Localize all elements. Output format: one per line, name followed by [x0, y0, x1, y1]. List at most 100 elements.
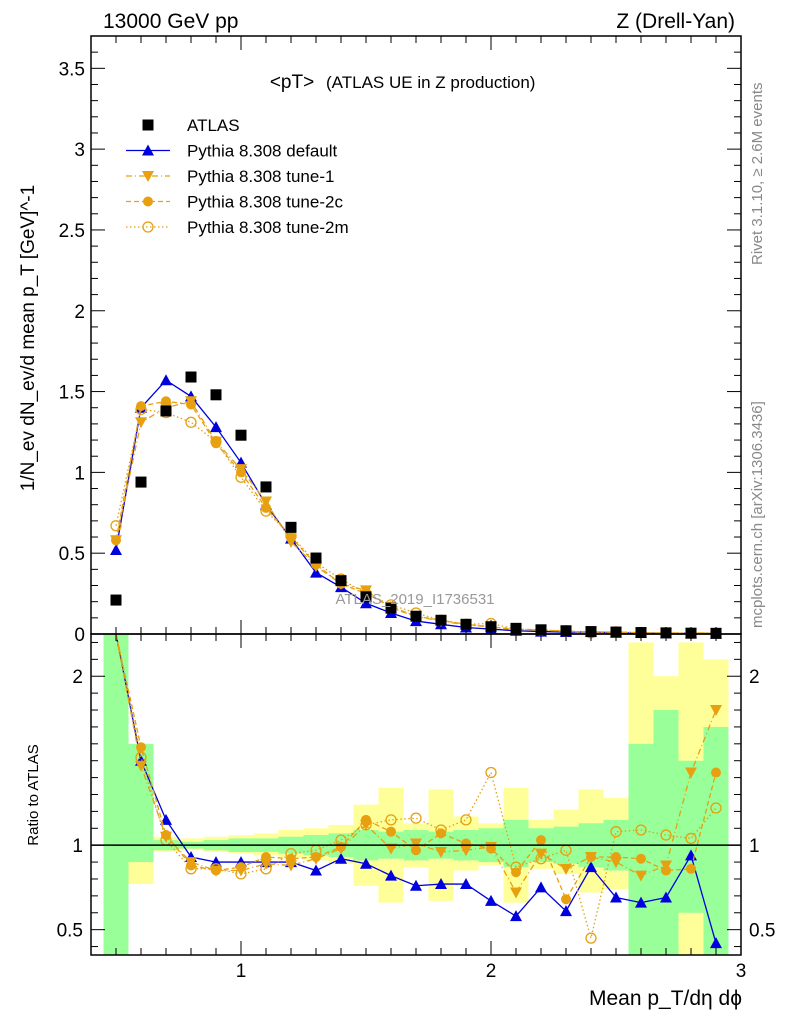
ratio-point	[660, 829, 672, 841]
data-point	[111, 535, 121, 546]
ratio-point	[535, 881, 547, 893]
data-point	[110, 543, 122, 555]
legend-marker	[143, 196, 153, 207]
ratio-point	[561, 894, 571, 905]
ratio-series-line	[115, 633, 717, 941]
ratio-point	[610, 826, 622, 838]
legend-marker	[142, 171, 154, 182]
data-point	[260, 505, 272, 517]
data-point	[136, 401, 146, 412]
ratio-point	[660, 891, 672, 903]
y-tick-label: 2.5	[59, 221, 85, 242]
ratio-point	[435, 824, 447, 836]
band-inner	[703, 726, 729, 955]
data-point	[110, 520, 122, 532]
ratio-point	[610, 891, 622, 903]
ratio-point	[635, 870, 647, 882]
band-inner	[503, 819, 529, 868]
x-tick-label: 1	[236, 961, 247, 982]
y-tick-label: 0.5	[57, 921, 83, 942]
ratio-point	[210, 863, 222, 875]
data-point	[285, 521, 297, 533]
data-point	[186, 399, 196, 410]
ratio-point	[560, 863, 572, 875]
ratio-panel-series	[115, 633, 722, 949]
ratio-point	[635, 896, 647, 908]
ratio-point	[611, 852, 621, 863]
x-tick-label: 2	[486, 961, 497, 982]
ratio-point	[310, 864, 322, 876]
top-y-axis-label: 1/N_ev dN_ev/d mean p_T [GeV]^-1	[18, 185, 39, 491]
data-point	[235, 429, 247, 441]
y-tick-label: 0	[74, 625, 85, 646]
legend-label: Pythia 8.308 tune-2c	[187, 193, 343, 212]
ratio-point	[186, 860, 196, 871]
y-tick-label: 0.5	[59, 544, 85, 565]
data-point	[310, 552, 322, 564]
side-label-rivet: Rivet 3.1.10, ≥ 2.6M events	[749, 83, 766, 266]
x-tick-label: 3	[736, 961, 747, 982]
data-point	[460, 618, 472, 630]
watermark: ATLAS_2019_I1736531	[335, 591, 494, 608]
ratio-point	[411, 845, 421, 856]
ratio-point	[385, 869, 397, 881]
legend-marker	[142, 144, 154, 156]
band-inner	[103, 634, 129, 955]
x-axis-label: Mean p_T/dη dϕ	[589, 987, 742, 1010]
ratio-point	[410, 879, 422, 891]
data-point	[160, 405, 172, 417]
data-point	[435, 614, 447, 626]
data-point	[135, 403, 147, 415]
data-point	[360, 597, 372, 609]
ratio-point	[260, 863, 272, 875]
y-tick-label: 1	[749, 836, 760, 857]
side-label-mcplots: mcplots.cern.ch [arXiv:1306.3436]	[749, 401, 766, 628]
y-tick-label: 3	[74, 140, 85, 161]
ratio-point	[685, 767, 697, 779]
ratio-point	[460, 878, 472, 890]
ratio-point	[261, 852, 271, 863]
ratio-point	[285, 847, 297, 860]
data-point	[385, 602, 397, 614]
legend-label: Pythia 8.308 tune-2m	[187, 218, 349, 237]
legend-marker	[142, 221, 154, 233]
data-point	[210, 421, 222, 433]
ratio-point	[710, 802, 722, 814]
ratio-point	[435, 878, 447, 890]
ratio-point	[585, 932, 597, 944]
ratio-point	[135, 751, 147, 763]
data-point	[260, 496, 272, 508]
ratio-point	[536, 835, 546, 846]
ratio-point	[136, 742, 146, 753]
ratio-point	[635, 824, 647, 836]
data-point	[261, 502, 271, 513]
ratio-point	[460, 845, 472, 857]
ratio-point	[486, 843, 496, 854]
data-point	[335, 575, 347, 587]
data-point	[185, 416, 197, 428]
y-tick-label: 2	[72, 667, 83, 688]
ratio-point	[560, 905, 572, 917]
top-chart-title-main: <pT>	[270, 72, 314, 93]
ratio-point	[410, 838, 422, 850]
axes: 1 2 3 0 0.5 1 1.5 2 2.5 3 3.5 0.5 0.5 1 1 2 2	[57, 35, 775, 982]
data-point	[360, 591, 372, 603]
data-point	[210, 436, 222, 448]
ratio-point	[386, 826, 396, 837]
data-point	[210, 389, 222, 401]
y-tick-label: 1	[74, 463, 85, 484]
ratio-point	[385, 843, 397, 855]
data-point	[235, 471, 247, 483]
data-point	[161, 396, 171, 407]
ratio-point	[510, 910, 522, 922]
ratio-point	[586, 852, 596, 863]
ratio-point	[435, 846, 447, 858]
ratio-point	[661, 865, 671, 876]
legend-marker	[142, 119, 154, 131]
data-point	[410, 610, 422, 622]
data-point	[110, 594, 122, 606]
ratio-point	[485, 766, 497, 779]
ratio-point	[335, 852, 347, 864]
